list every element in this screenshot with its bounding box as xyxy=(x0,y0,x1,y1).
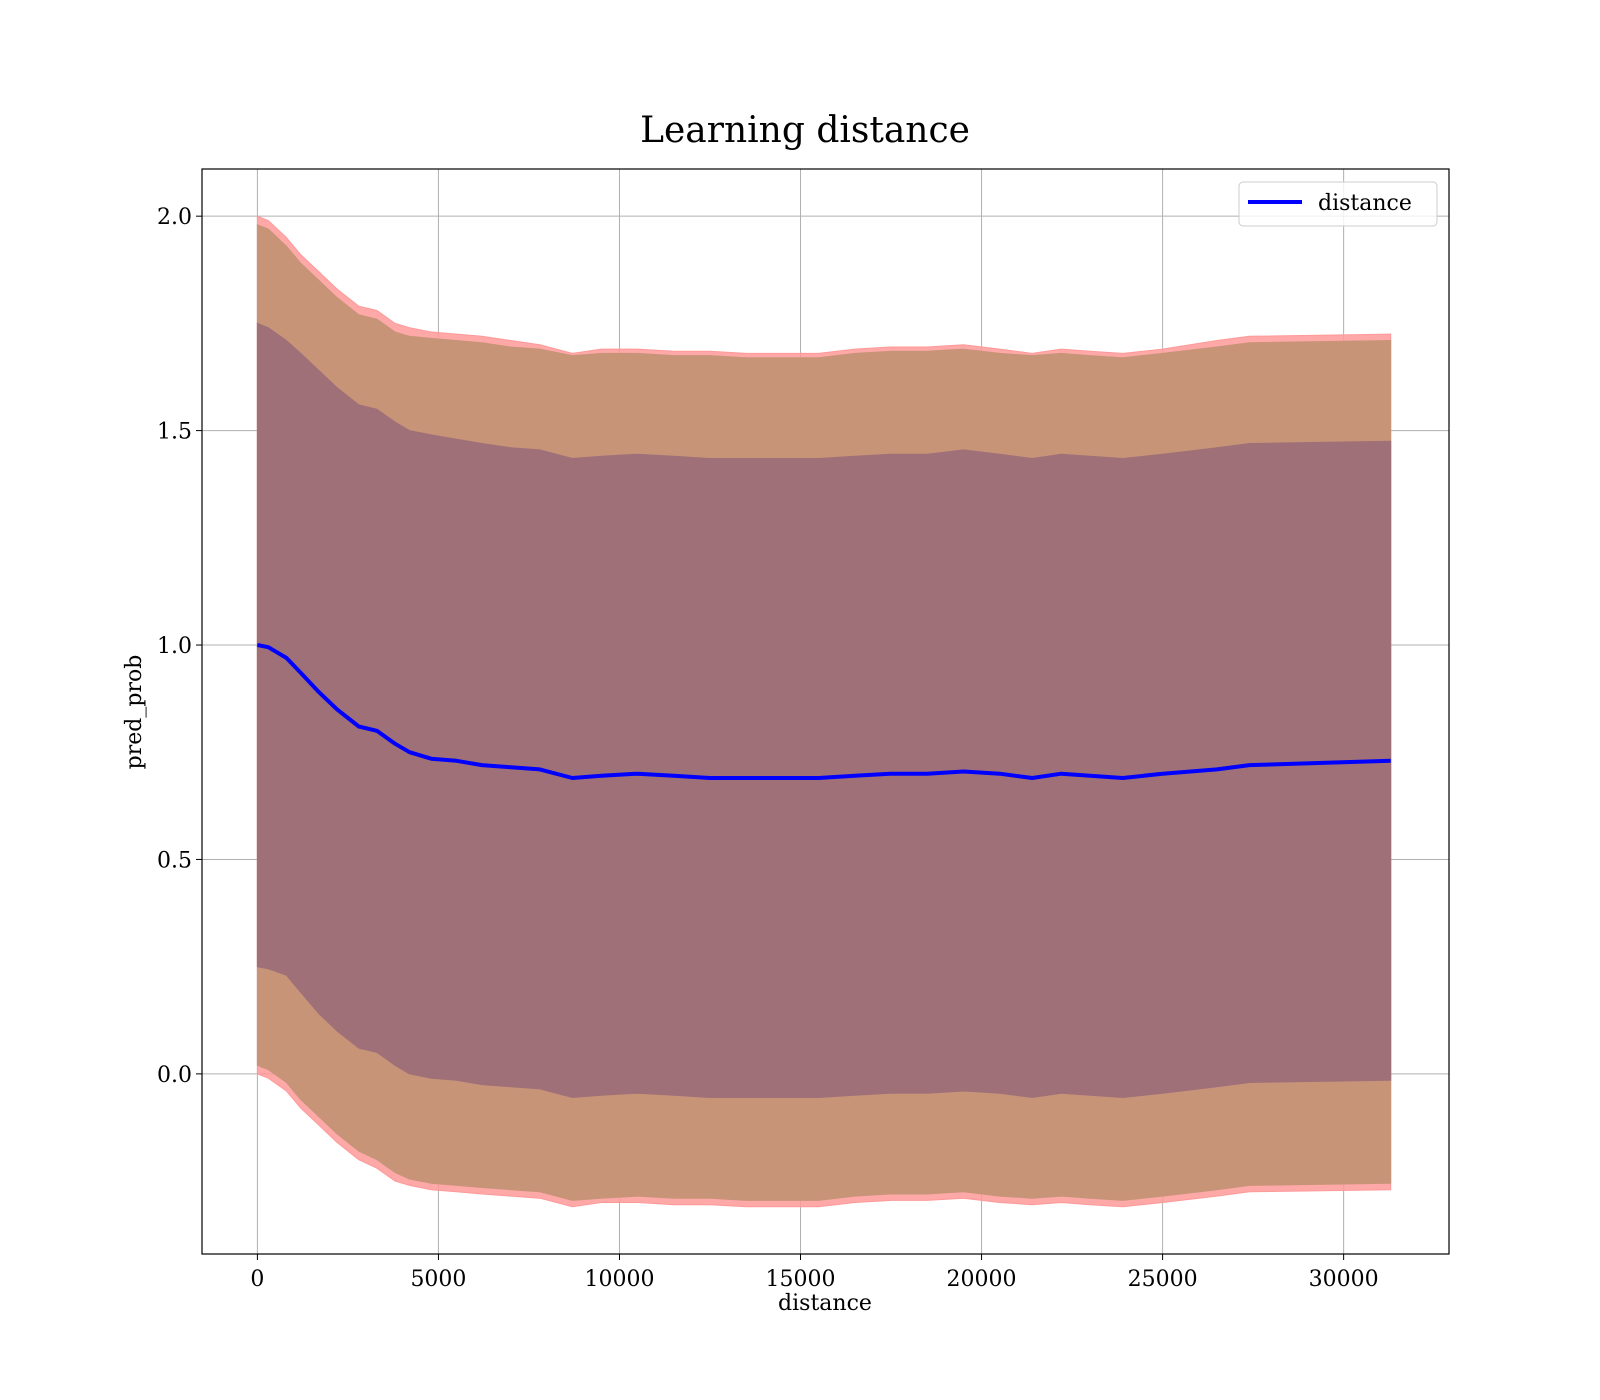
band-inner xyxy=(256,322,1392,1099)
y-tick-label-1: 0.5 xyxy=(157,848,192,873)
y-tick-label-2: 1.0 xyxy=(157,634,192,659)
bands xyxy=(256,215,1392,1208)
x-axis-ticks: 0 5000 10000 15000 20000 25000 30000 xyxy=(250,1254,1379,1292)
legend-box xyxy=(1238,181,1438,227)
x-tick-label-4: 20000 xyxy=(947,1267,1017,1292)
x-axis-label: distance xyxy=(778,1291,872,1316)
y-tick-label-4: 2.0 xyxy=(157,205,192,230)
x-tick-label-6: 30000 xyxy=(1309,1267,1379,1292)
y-tick-label-3: 1.5 xyxy=(157,420,192,445)
y-tick-label-0: 0.0 xyxy=(157,1063,192,1088)
x-tick-label-5: 25000 xyxy=(1128,1267,1198,1292)
series-layer xyxy=(257,643,1391,780)
x-tick-label-1: 5000 xyxy=(410,1267,466,1292)
x-tick-label-3: 15000 xyxy=(766,1267,836,1292)
legend: distance xyxy=(1238,181,1438,227)
x-tick-label-0: 0 xyxy=(250,1267,264,1292)
chart-title: Learning distance xyxy=(640,110,970,151)
y-axis-ticks: 0.0 0.5 1.0 1.5 2.0 xyxy=(157,205,202,1088)
x-tick-label-2: 10000 xyxy=(584,1267,654,1292)
plot-frame xyxy=(201,168,1450,1255)
y-axis-label: pred_prob xyxy=(122,655,147,770)
series-line-distance xyxy=(257,643,1391,780)
legend-label-distance: distance xyxy=(1318,191,1412,216)
